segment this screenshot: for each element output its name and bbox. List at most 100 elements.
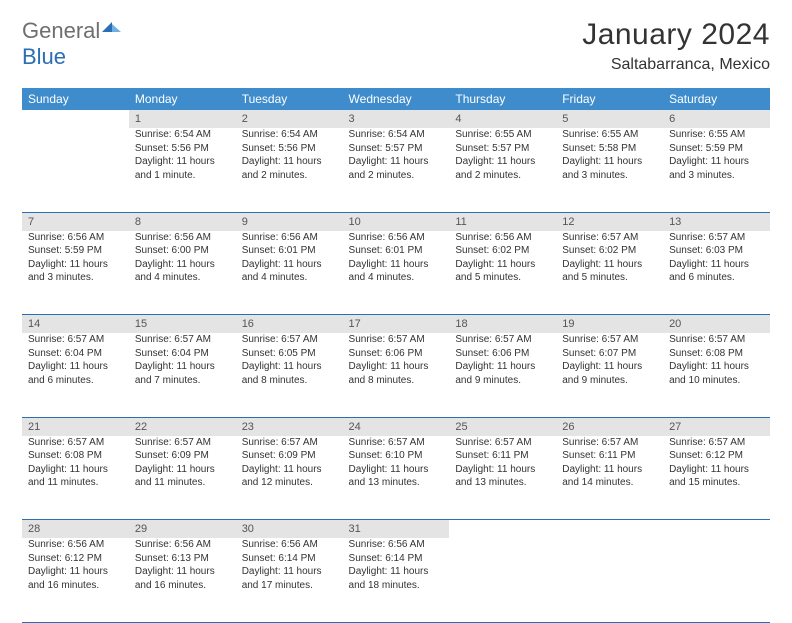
day-number: 24: [349, 421, 361, 433]
sunrise-text: Sunrise: 6:56 AM: [242, 538, 337, 552]
daylight-text: Daylight: 11 hours and 1 minute.: [135, 155, 230, 182]
daylight-text: Daylight: 11 hours and 4 minutes.: [135, 258, 230, 285]
day-cell: Sunrise: 6:57 AMSunset: 6:02 PMDaylight:…: [556, 231, 663, 315]
sunrise-text: Sunrise: 6:57 AM: [669, 231, 764, 245]
day-number-cell: 17: [343, 315, 450, 334]
sunset-text: Sunset: 6:06 PM: [349, 347, 444, 361]
day-number-cell: [663, 520, 770, 539]
daylight-text: Daylight: 11 hours and 6 minutes.: [28, 360, 123, 387]
day-number: 13: [669, 216, 681, 228]
sunset-text: Sunset: 5:57 PM: [455, 142, 550, 156]
day-content: Sunrise: 6:57 AMSunset: 6:08 PMDaylight:…: [669, 333, 764, 387]
day-number: 22: [135, 421, 147, 433]
day-cell: Sunrise: 6:57 AMSunset: 6:11 PMDaylight:…: [449, 436, 556, 520]
sunrise-text: Sunrise: 6:57 AM: [562, 231, 657, 245]
day-cell: Sunrise: 6:56 AMSunset: 6:14 PMDaylight:…: [236, 538, 343, 622]
day-cell: [663, 538, 770, 622]
daylight-text: Daylight: 11 hours and 13 minutes.: [455, 463, 550, 490]
day-number: 16: [242, 318, 254, 330]
day-number: 5: [562, 113, 568, 125]
day-number: 19: [562, 318, 574, 330]
day-number: 26: [562, 421, 574, 433]
daylight-text: Daylight: 11 hours and 18 minutes.: [349, 565, 444, 592]
day-number-cell: 31: [343, 520, 450, 539]
day-number-cell: 14: [22, 315, 129, 334]
day-content: Sunrise: 6:57 AMSunset: 6:03 PMDaylight:…: [669, 231, 764, 285]
day-cell: Sunrise: 6:57 AMSunset: 6:09 PMDaylight:…: [129, 436, 236, 520]
daylight-text: Daylight: 11 hours and 16 minutes.: [28, 565, 123, 592]
day-number-cell: 3: [343, 110, 450, 128]
day-number-cell: 16: [236, 315, 343, 334]
day-cell: Sunrise: 6:56 AMSunset: 6:01 PMDaylight:…: [236, 231, 343, 315]
day-content: Sunrise: 6:56 AMSunset: 6:14 PMDaylight:…: [349, 538, 444, 592]
day-cell: Sunrise: 6:57 AMSunset: 6:08 PMDaylight:…: [22, 436, 129, 520]
day-number-cell: 24: [343, 417, 450, 436]
day-number-cell: 4: [449, 110, 556, 128]
week-row: Sunrise: 6:57 AMSunset: 6:08 PMDaylight:…: [22, 436, 770, 520]
daylight-text: Daylight: 11 hours and 6 minutes.: [669, 258, 764, 285]
day-content: Sunrise: 6:57 AMSunset: 6:09 PMDaylight:…: [242, 436, 337, 490]
day-content: Sunrise: 6:54 AMSunset: 5:57 PMDaylight:…: [349, 128, 444, 182]
day-content: Sunrise: 6:57 AMSunset: 6:08 PMDaylight:…: [28, 436, 123, 490]
sunrise-text: Sunrise: 6:57 AM: [669, 436, 764, 450]
week-row: Sunrise: 6:57 AMSunset: 6:04 PMDaylight:…: [22, 333, 770, 417]
day-content: Sunrise: 6:57 AMSunset: 6:10 PMDaylight:…: [349, 436, 444, 490]
sunset-text: Sunset: 6:12 PM: [669, 449, 764, 463]
day-cell: Sunrise: 6:56 AMSunset: 6:14 PMDaylight:…: [343, 538, 450, 622]
day-number: 15: [135, 318, 147, 330]
day-number: 7: [28, 216, 34, 228]
day-content: Sunrise: 6:57 AMSunset: 6:11 PMDaylight:…: [562, 436, 657, 490]
day-number-cell: 18: [449, 315, 556, 334]
weekday-header: Saturday: [663, 88, 770, 110]
daylight-text: Daylight: 11 hours and 3 minutes.: [28, 258, 123, 285]
day-cell: Sunrise: 6:57 AMSunset: 6:09 PMDaylight:…: [236, 436, 343, 520]
day-cell: Sunrise: 6:57 AMSunset: 6:03 PMDaylight:…: [663, 231, 770, 315]
sunrise-text: Sunrise: 6:56 AM: [455, 231, 550, 245]
sunset-text: Sunset: 6:09 PM: [135, 449, 230, 463]
day-number-cell: 29: [129, 520, 236, 539]
day-number-cell: 20: [663, 315, 770, 334]
sunrise-text: Sunrise: 6:56 AM: [242, 231, 337, 245]
day-content: Sunrise: 6:57 AMSunset: 6:05 PMDaylight:…: [242, 333, 337, 387]
sunrise-text: Sunrise: 6:55 AM: [669, 128, 764, 142]
day-content: Sunrise: 6:57 AMSunset: 6:11 PMDaylight:…: [455, 436, 550, 490]
day-number: 8: [135, 216, 141, 228]
day-number: 10: [349, 216, 361, 228]
day-number-cell: 19: [556, 315, 663, 334]
sunset-text: Sunset: 6:08 PM: [669, 347, 764, 361]
month-title: January 2024: [582, 18, 770, 52]
day-number-cell: 27: [663, 417, 770, 436]
day-content: Sunrise: 6:55 AMSunset: 5:59 PMDaylight:…: [669, 128, 764, 182]
day-content: Sunrise: 6:56 AMSunset: 6:01 PMDaylight:…: [242, 231, 337, 285]
day-number: 28: [28, 523, 40, 535]
day-number-cell: 26: [556, 417, 663, 436]
sunset-text: Sunset: 6:02 PM: [455, 244, 550, 258]
day-number-row: 78910111213: [22, 212, 770, 231]
sunset-text: Sunset: 6:08 PM: [28, 449, 123, 463]
weekday-header: Monday: [129, 88, 236, 110]
day-number-cell: 25: [449, 417, 556, 436]
sunrise-text: Sunrise: 6:54 AM: [242, 128, 337, 142]
day-cell: Sunrise: 6:57 AMSunset: 6:05 PMDaylight:…: [236, 333, 343, 417]
week-row: Sunrise: 6:56 AMSunset: 5:59 PMDaylight:…: [22, 231, 770, 315]
day-content: Sunrise: 6:56 AMSunset: 6:02 PMDaylight:…: [455, 231, 550, 285]
day-number: 30: [242, 523, 254, 535]
day-cell: Sunrise: 6:57 AMSunset: 6:11 PMDaylight:…: [556, 436, 663, 520]
day-number-cell: 6: [663, 110, 770, 128]
sunrise-text: Sunrise: 6:56 AM: [349, 538, 444, 552]
daylight-text: Daylight: 11 hours and 8 minutes.: [349, 360, 444, 387]
day-content: Sunrise: 6:57 AMSunset: 6:12 PMDaylight:…: [669, 436, 764, 490]
sunrise-text: Sunrise: 6:57 AM: [562, 436, 657, 450]
day-cell: Sunrise: 6:56 AMSunset: 6:12 PMDaylight:…: [22, 538, 129, 622]
day-number-cell: [556, 520, 663, 539]
week-row: Sunrise: 6:56 AMSunset: 6:12 PMDaylight:…: [22, 538, 770, 622]
day-number-cell: 12: [556, 212, 663, 231]
day-cell: Sunrise: 6:55 AMSunset: 5:58 PMDaylight:…: [556, 128, 663, 212]
day-content: Sunrise: 6:57 AMSunset: 6:07 PMDaylight:…: [562, 333, 657, 387]
day-number: 3: [349, 113, 355, 125]
day-cell: Sunrise: 6:56 AMSunset: 6:02 PMDaylight:…: [449, 231, 556, 315]
sunrise-text: Sunrise: 6:57 AM: [562, 333, 657, 347]
daylight-text: Daylight: 11 hours and 11 minutes.: [28, 463, 123, 490]
daylight-text: Daylight: 11 hours and 7 minutes.: [135, 360, 230, 387]
day-number: 1: [135, 113, 141, 125]
